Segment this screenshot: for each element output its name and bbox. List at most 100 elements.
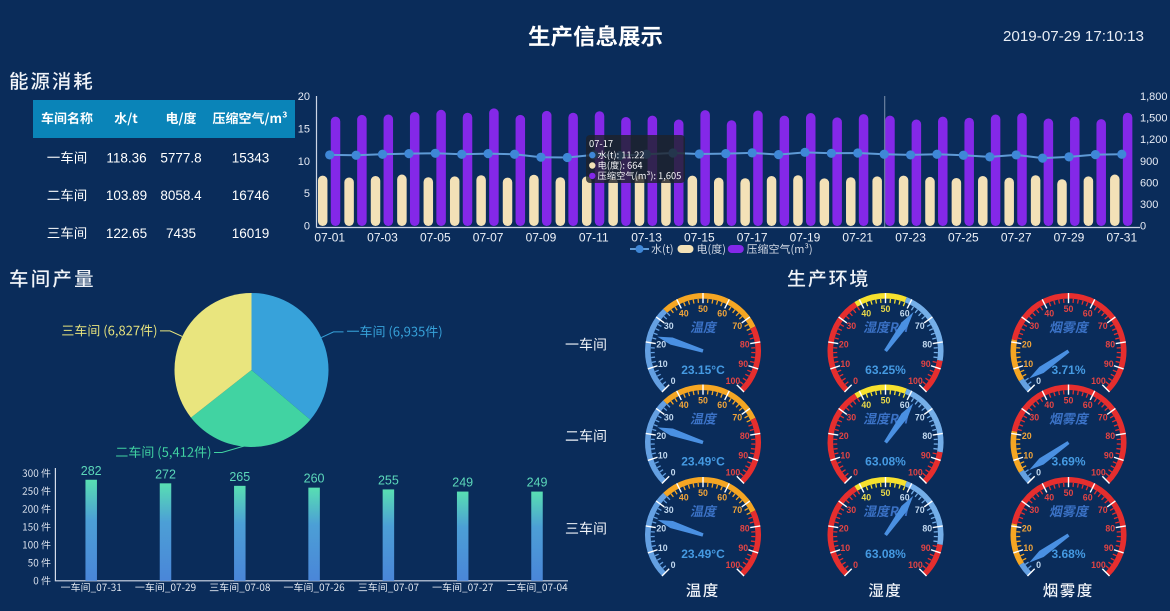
svg-text:15: 15 [298, 123, 310, 135]
svg-text:50: 50 [881, 304, 891, 314]
svg-text:20: 20 [1022, 523, 1032, 533]
svg-text:63.25%: 63.25% [865, 363, 906, 377]
svg-text:10: 10 [658, 543, 668, 553]
svg-text:70: 70 [1098, 321, 1108, 331]
svg-text:5: 5 [304, 188, 310, 200]
svg-text:60: 60 [900, 400, 910, 410]
svg-text:70: 70 [915, 413, 925, 423]
svg-text:10: 10 [1023, 451, 1033, 461]
svg-text:80: 80 [922, 339, 932, 349]
svg-text:63.08%: 63.08% [865, 455, 906, 469]
svg-text:260: 260 [304, 472, 325, 486]
svg-text:90: 90 [1104, 359, 1114, 369]
svg-text:90: 90 [738, 451, 748, 461]
svg-text:90: 90 [921, 543, 931, 553]
svg-text:16746: 16746 [232, 188, 270, 203]
svg-text:0: 0 [1036, 376, 1041, 386]
svg-text:07-01: 07-01 [314, 231, 345, 245]
svg-text:07-23: 07-23 [895, 231, 926, 245]
svg-text:40: 40 [861, 400, 871, 410]
svg-text:100: 100 [1091, 468, 1106, 478]
svg-text:80: 80 [922, 431, 932, 441]
svg-text:70: 70 [1098, 505, 1108, 515]
svg-text:15343: 15343 [232, 151, 270, 166]
svg-text:70: 70 [1098, 413, 1108, 423]
svg-text:07-05: 07-05 [420, 231, 451, 245]
svg-text:07-03: 07-03 [367, 231, 398, 245]
svg-text:70: 70 [915, 505, 925, 515]
svg-text:20: 20 [839, 523, 849, 533]
svg-text:3.71%: 3.71% [1051, 363, 1085, 377]
svg-text:40: 40 [1044, 308, 1054, 318]
svg-text:20: 20 [298, 91, 310, 103]
svg-text:63.08%: 63.08% [865, 547, 906, 561]
svg-text:272: 272 [155, 467, 176, 481]
svg-text:60: 60 [717, 308, 727, 318]
svg-text:0: 0 [671, 468, 676, 478]
svg-text:50: 50 [698, 304, 708, 314]
svg-text:80: 80 [1105, 431, 1115, 441]
svg-text:900: 900 [1140, 156, 1158, 168]
svg-text:265: 265 [229, 470, 250, 484]
svg-text:0: 0 [304, 221, 310, 233]
svg-text:0: 0 [853, 560, 858, 570]
svg-text:282: 282 [81, 464, 102, 478]
svg-text:0: 0 [671, 376, 676, 386]
svg-text:100: 100 [1091, 376, 1106, 386]
svg-text:3.69%: 3.69% [1051, 455, 1085, 469]
svg-text:30: 30 [664, 321, 674, 331]
svg-text:60: 60 [900, 308, 910, 318]
svg-text:23.49°C: 23.49°C [681, 455, 725, 469]
svg-text:118.36: 118.36 [106, 151, 146, 166]
svg-text:80: 80 [1105, 339, 1115, 349]
svg-text:60: 60 [1083, 400, 1093, 410]
svg-text:249: 249 [452, 476, 473, 490]
svg-text:80: 80 [740, 339, 750, 349]
svg-text:10: 10 [1023, 359, 1033, 369]
svg-text:249: 249 [527, 476, 548, 490]
svg-text:40: 40 [861, 308, 871, 318]
svg-text:80: 80 [740, 523, 750, 533]
svg-text:07-11: 07-11 [579, 231, 609, 245]
svg-text:100: 100 [726, 376, 741, 386]
svg-text:30: 30 [664, 413, 674, 423]
svg-text:07-15: 07-15 [684, 231, 715, 245]
svg-text:30: 30 [846, 505, 856, 515]
svg-text:90: 90 [738, 543, 748, 553]
svg-text:0: 0 [671, 560, 676, 570]
svg-text:10: 10 [840, 451, 850, 461]
svg-text:70: 70 [915, 321, 925, 331]
svg-text:7435: 7435 [166, 226, 196, 241]
svg-text:20: 20 [1022, 339, 1032, 349]
svg-text:100: 100 [908, 560, 923, 570]
svg-text:50: 50 [881, 395, 891, 405]
svg-text:10: 10 [840, 359, 850, 369]
svg-text:90: 90 [921, 451, 931, 461]
svg-text:255: 255 [378, 473, 399, 487]
svg-text:30: 30 [1029, 505, 1039, 515]
svg-text:10: 10 [1023, 543, 1033, 553]
svg-text:60: 60 [717, 400, 727, 410]
svg-text:23.15°C: 23.15°C [681, 363, 725, 377]
svg-text:70: 70 [732, 413, 742, 423]
svg-text:16019: 16019 [232, 226, 270, 241]
svg-text:30: 30 [1029, 321, 1039, 331]
svg-text:100: 100 [726, 560, 741, 570]
svg-text:80: 80 [740, 431, 750, 441]
svg-text:50: 50 [1064, 488, 1074, 498]
svg-text:103.89: 103.89 [106, 188, 147, 203]
svg-text:0: 0 [853, 468, 858, 478]
svg-text:80: 80 [922, 523, 932, 533]
svg-text:07-09: 07-09 [526, 231, 557, 245]
svg-text:07-25: 07-25 [948, 231, 979, 245]
svg-text:122.65: 122.65 [106, 226, 147, 241]
svg-text:40: 40 [679, 308, 689, 318]
svg-text:2019-07-29 17:10:13: 2019-07-29 17:10:13 [1003, 28, 1144, 45]
svg-text:40: 40 [1044, 400, 1054, 410]
svg-text:07-17: 07-17 [737, 231, 768, 245]
svg-text:60: 60 [1083, 492, 1093, 502]
svg-text:50: 50 [698, 395, 708, 405]
svg-text:100: 100 [908, 468, 923, 478]
svg-text:10: 10 [658, 359, 668, 369]
svg-text:40: 40 [1044, 492, 1054, 502]
